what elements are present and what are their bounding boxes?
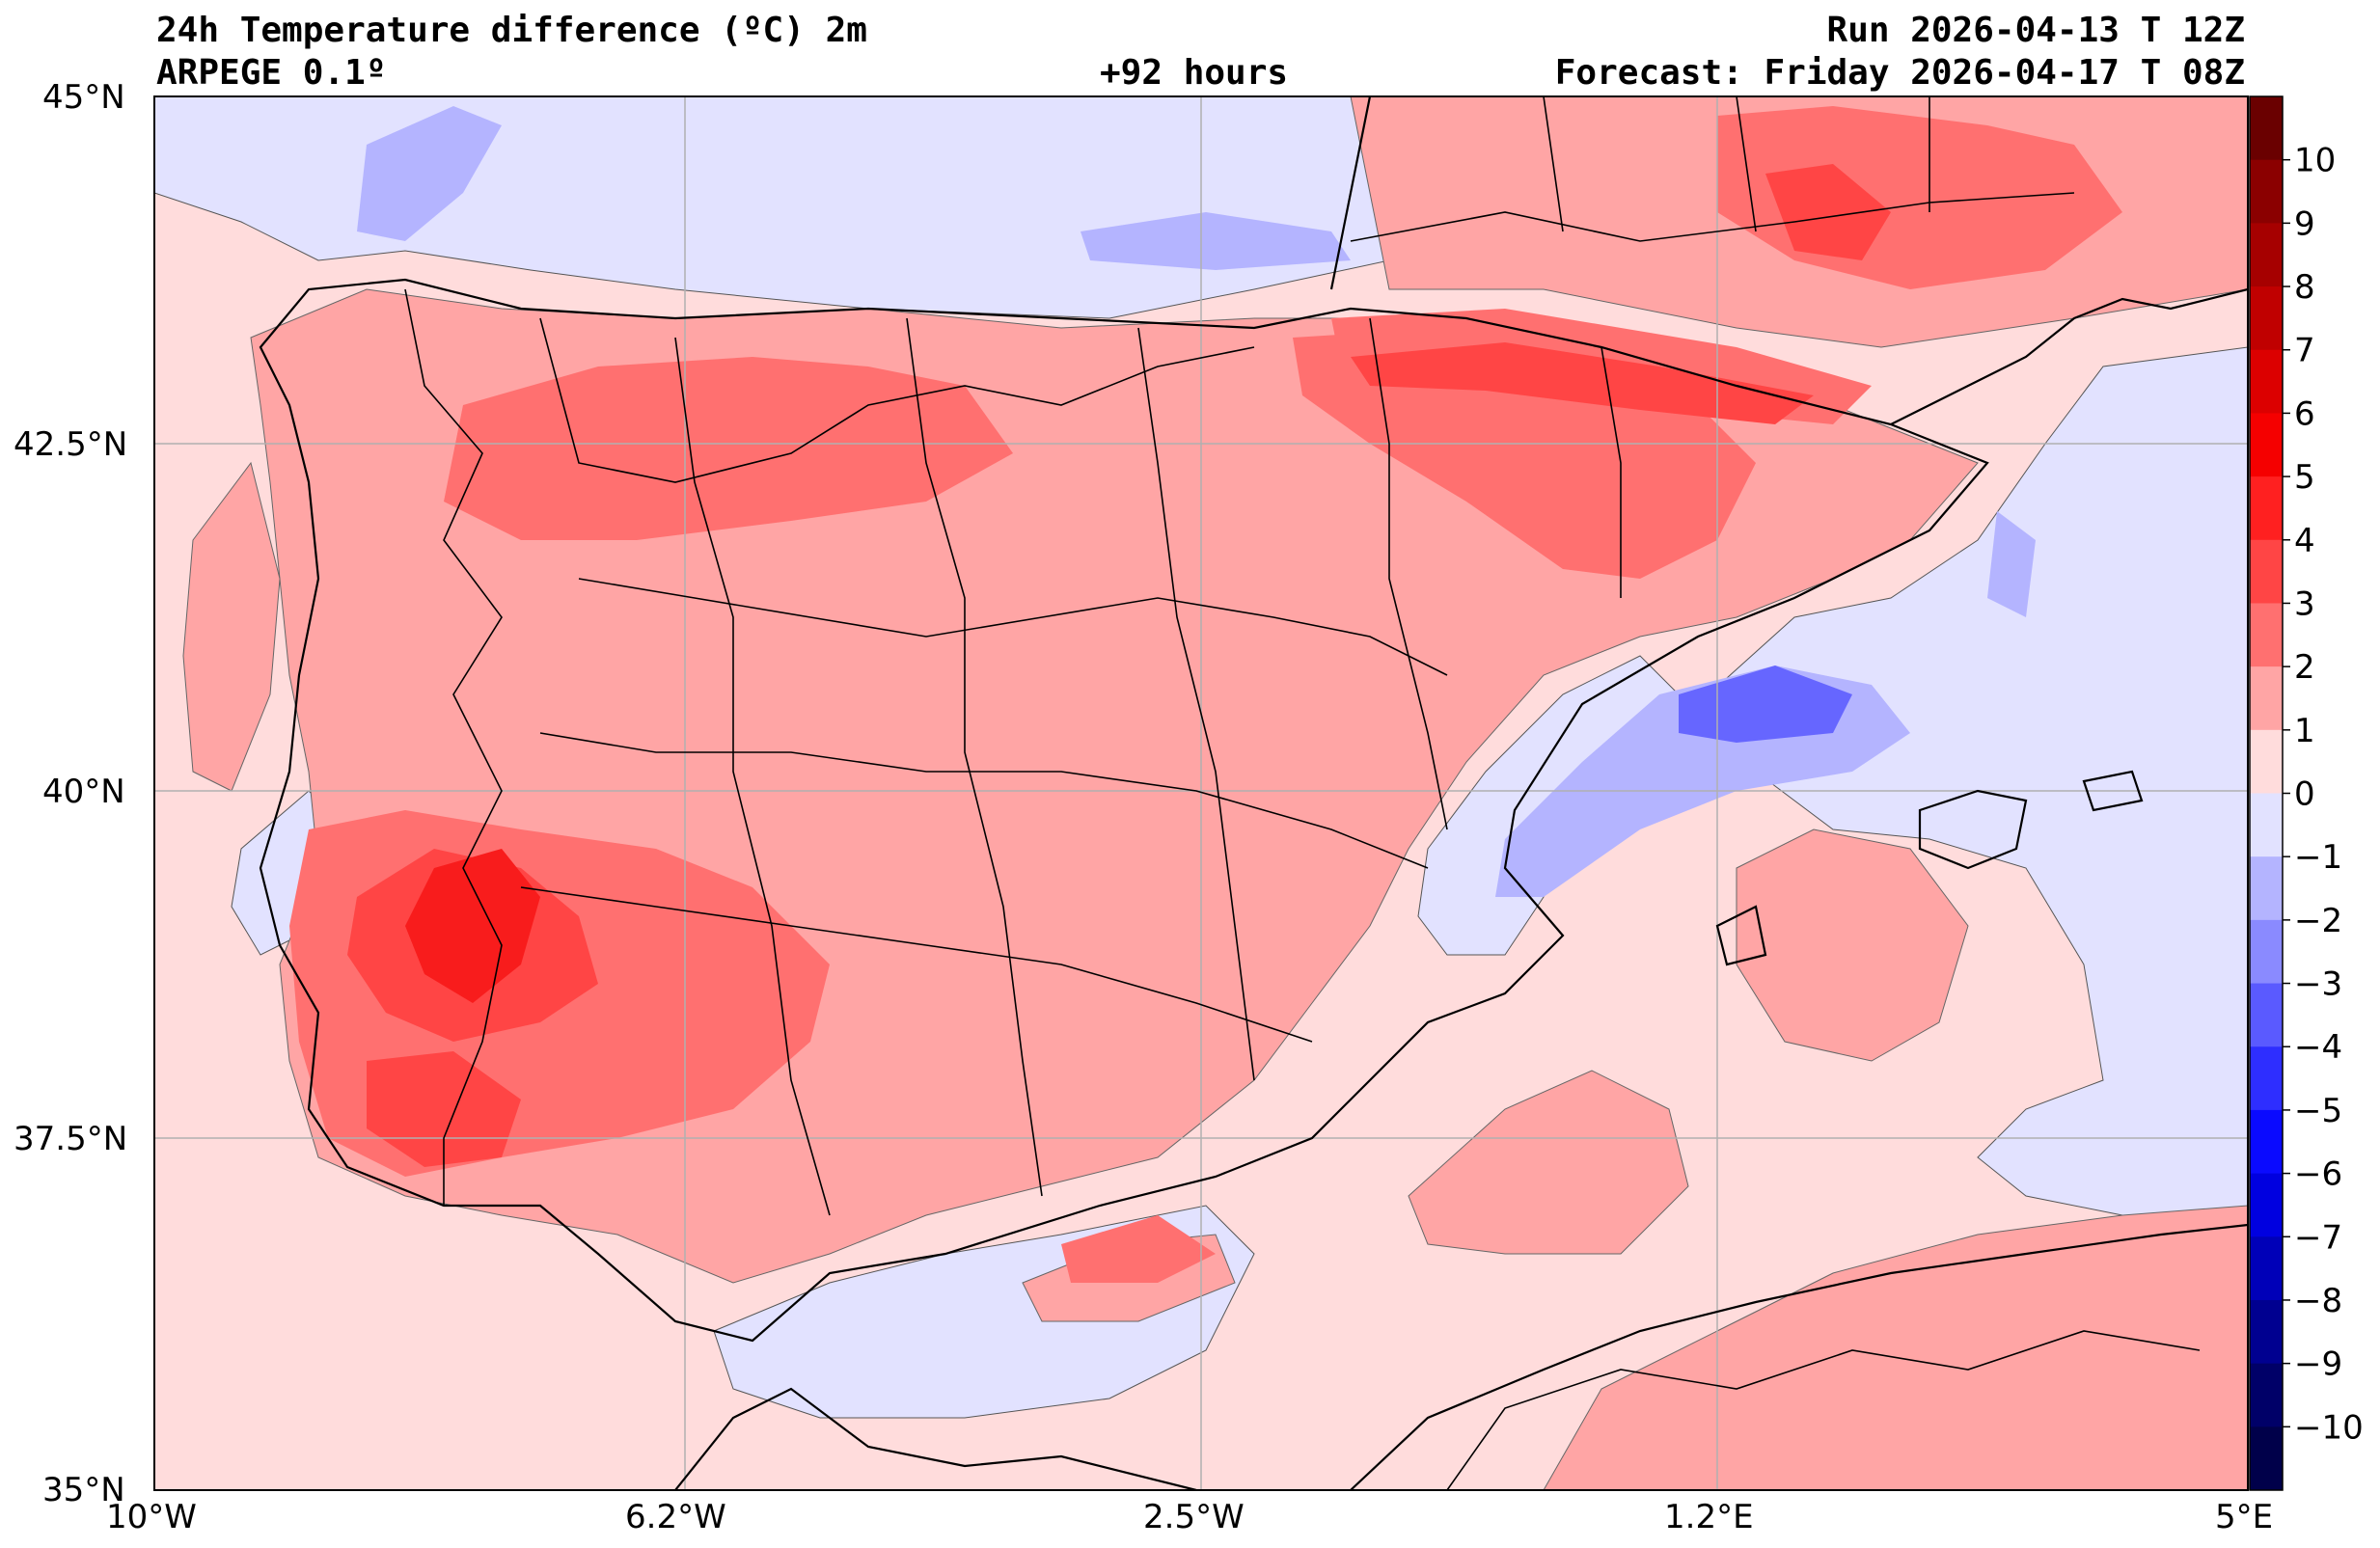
province-line-7 xyxy=(1137,327,1255,1081)
colorbar-segment xyxy=(2250,666,2283,731)
colorbar-label: 7 xyxy=(2294,332,2315,370)
colorbar-segment xyxy=(2250,603,2283,667)
colorbar-label: −7 xyxy=(2294,1218,2342,1257)
colorbar-label: 10 xyxy=(2294,142,2336,180)
colorbar-segment xyxy=(2250,286,2283,351)
france-region-2 xyxy=(1543,96,1930,232)
lon-label-1-2e: 1.2°E xyxy=(1664,1498,1754,1536)
blue-mediterranean-east xyxy=(1697,346,2248,1255)
province-line-6 xyxy=(906,317,1043,1197)
red-mallorca-area xyxy=(1736,828,1969,1062)
colorbar-label: −5 xyxy=(2294,1092,2342,1130)
colorbar-segment xyxy=(2250,983,2283,1047)
colorbar-segment xyxy=(2250,476,2283,541)
colorbar-segment xyxy=(2250,729,2283,794)
colorbar-segment xyxy=(2250,1109,2283,1175)
iberian-coastline xyxy=(259,278,1989,1343)
admin-borders xyxy=(404,96,2201,1490)
blue-balearic-deepest xyxy=(1679,665,1852,743)
run-time: Run 2026-04-13 T 12Z xyxy=(1826,11,2245,50)
blue-biscay-core xyxy=(357,106,502,241)
red-pyrenean-strip xyxy=(1351,342,1814,424)
red-atlantic-band xyxy=(182,461,281,792)
colorbar-label: 5 xyxy=(2294,458,2315,497)
colorbar-segment xyxy=(2250,919,2283,985)
colorbar-label: 9 xyxy=(2294,204,2315,243)
blue-cantabric-band xyxy=(1081,212,1351,270)
red-sea-south xyxy=(1408,1070,1689,1255)
lon-label-10w: 10°W xyxy=(106,1498,197,1536)
plot-frame xyxy=(153,95,2249,1491)
colorbar-label: −3 xyxy=(2294,965,2342,1004)
graticule xyxy=(154,96,2248,1490)
province-line-3 xyxy=(539,732,1429,869)
colorbar-label: −9 xyxy=(2294,1345,2342,1384)
colorbar-segment xyxy=(2250,159,2283,224)
forecast-time: Forecast: Friday 2026-04-17 T 08Z xyxy=(1554,53,2245,93)
colorbar-label: −2 xyxy=(2294,902,2342,940)
lon-label-6-2w: 6.2°W xyxy=(625,1498,726,1536)
colorbar-segment xyxy=(2250,856,2283,921)
lon-label-5e: 5°E xyxy=(2215,1498,2274,1536)
red-north-africa xyxy=(1543,1205,2248,1490)
lat-label-37-5: 37.5°N xyxy=(14,1120,128,1158)
province-line-1 xyxy=(539,317,1255,483)
blue-ibiza-strip xyxy=(1987,511,2036,617)
colorbar-label: −10 xyxy=(2294,1408,2364,1447)
colorbar-label: 3 xyxy=(2294,584,2315,623)
lead-time: +92 hours xyxy=(1100,53,1289,93)
map-title: 24h Temperature difference (ºC) 2m xyxy=(156,11,867,50)
mallorca-coast xyxy=(1918,789,2028,870)
menorca-coast xyxy=(2082,770,2144,812)
france-region-1 xyxy=(1350,192,2075,242)
colorbar-segment xyxy=(2250,1363,2283,1427)
colorbar-label: 0 xyxy=(2294,775,2315,814)
colorbar-label: 4 xyxy=(2294,522,2315,560)
colorbar-label: −6 xyxy=(2294,1155,2342,1194)
colorbar-segment xyxy=(2250,349,2283,414)
colorbar-label: 6 xyxy=(2294,394,2315,433)
lat-label-42-5: 42.5°N xyxy=(14,425,128,464)
province-line-4 xyxy=(520,886,1313,1043)
colorbar-label: 2 xyxy=(2294,648,2315,687)
colorbar-segment xyxy=(2250,1046,2283,1111)
lat-label-35: 35°N xyxy=(42,1471,125,1509)
province-line-8 xyxy=(1369,317,1448,830)
colorbar-segment xyxy=(2250,1173,2283,1237)
red-french-center xyxy=(1765,164,1891,260)
africa-coastline xyxy=(674,1223,2248,1490)
colorbar-segment xyxy=(2250,1236,2283,1301)
colorbar-segment xyxy=(2250,413,2283,477)
colorbar-segment xyxy=(2250,96,2283,161)
red-northern-plateau xyxy=(444,357,1013,540)
colorbar-label: −8 xyxy=(2294,1282,2342,1320)
colorbar-label: 1 xyxy=(2294,712,2315,750)
colorbar-segment xyxy=(2250,223,2283,287)
model-name: ARPEGE 0.1º xyxy=(156,53,387,93)
africa-region xyxy=(1446,1330,2201,1490)
province-line-5 xyxy=(674,337,831,1216)
red-max-core xyxy=(405,849,540,1003)
france-coastline xyxy=(1329,96,2248,425)
red-betic-south xyxy=(1061,1215,1216,1283)
lat-label-45: 45°N xyxy=(42,78,125,117)
colorbar-segment xyxy=(2250,793,2283,857)
coastlines xyxy=(259,96,2248,1490)
portugal-border xyxy=(404,288,503,1206)
lat-label-40: 40°N xyxy=(42,773,125,811)
colorbar-label: 8 xyxy=(2294,268,2315,307)
province-line-2 xyxy=(578,578,1448,676)
ibiza-coast xyxy=(1715,905,1767,966)
lon-label-2-5w: 2.5°W xyxy=(1143,1498,1245,1536)
colorbar-label: −4 xyxy=(2294,1028,2342,1067)
colorbar-segment xyxy=(2250,1299,2283,1365)
province-line-9 xyxy=(1600,346,1622,598)
colorbar-segment xyxy=(2250,1426,2283,1491)
temperature-field xyxy=(154,96,2248,1490)
colorbar-label: −1 xyxy=(2294,838,2342,877)
colorbar-segment xyxy=(2250,539,2283,604)
